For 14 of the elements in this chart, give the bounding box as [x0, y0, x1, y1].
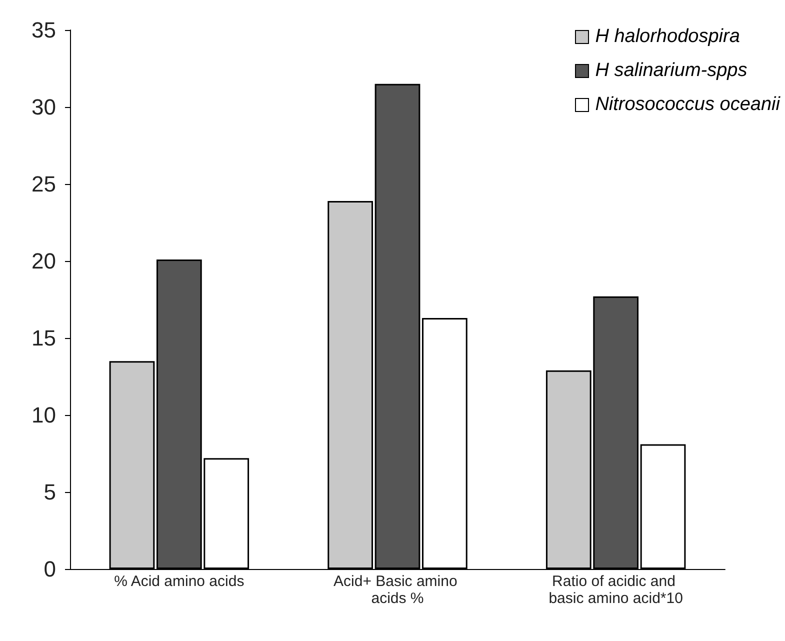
legend-label: Nitrosococcus oceanii [595, 94, 780, 115]
legend-label: H halorhodospira [595, 26, 740, 47]
y-tick-label: 0 [44, 556, 56, 582]
x-tick-label: % Acid amino acids [114, 573, 244, 590]
x-tick-label: Acid+ Basic amino acids % [334, 573, 462, 607]
y-tick-label: 35 [32, 18, 56, 42]
y-tick-label: 15 [32, 326, 56, 350]
legend-label: H salinarium-spps [595, 60, 748, 81]
y-tick-label: 5 [44, 480, 56, 504]
x-tick-label: Ratio of acidic and basic amino acid*10 [548, 573, 683, 607]
y-tick-label: 10 [32, 402, 56, 428]
y-tick-label: 30 [32, 94, 56, 120]
y-tick-label: 20 [32, 248, 56, 274]
y-tick-label: 25 [32, 172, 56, 196]
